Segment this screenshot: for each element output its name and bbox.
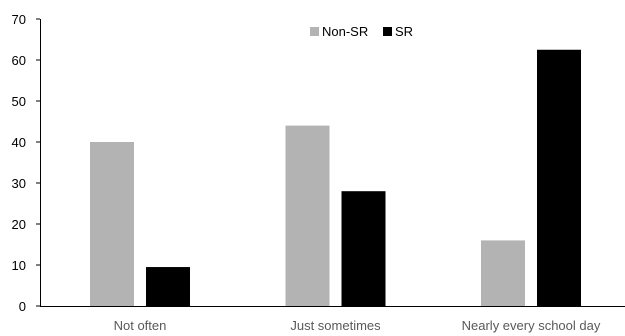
y-tick-label: 0 xyxy=(19,299,26,314)
legend: Non-SR SR xyxy=(310,24,413,39)
y-tick-label: 50 xyxy=(12,94,26,109)
y-tick-label: 70 xyxy=(12,12,26,27)
legend-label-sr: SR xyxy=(395,24,413,39)
y-tick-label: 30 xyxy=(12,176,26,191)
bar-sr-3 xyxy=(537,49,581,306)
bar-sr-2 xyxy=(341,191,386,306)
y-axis: 0 10 20 30 40 50 60 70 xyxy=(12,12,41,314)
x-axis: Not often Just sometimes Nearly every scho… xyxy=(40,306,625,333)
bars xyxy=(90,49,581,306)
x-category-label: Just sometimes xyxy=(290,318,381,333)
x-category-label: Nearly every school day xyxy=(462,318,601,333)
legend-label-non-sr: Non-SR xyxy=(322,24,368,39)
x-category-label: Not often xyxy=(114,318,167,333)
y-tick-label: 60 xyxy=(12,53,26,68)
legend-swatch-sr xyxy=(383,27,392,36)
y-tick-label: 40 xyxy=(12,135,26,150)
bar-sr-1 xyxy=(146,267,190,306)
y-tick-label: 10 xyxy=(12,258,26,273)
legend-swatch-non-sr xyxy=(310,27,319,36)
bar-non-sr-2 xyxy=(285,125,330,306)
y-tick-label: 20 xyxy=(12,217,26,232)
bar-non-sr-1 xyxy=(90,142,134,306)
bar-non-sr-3 xyxy=(481,240,525,306)
